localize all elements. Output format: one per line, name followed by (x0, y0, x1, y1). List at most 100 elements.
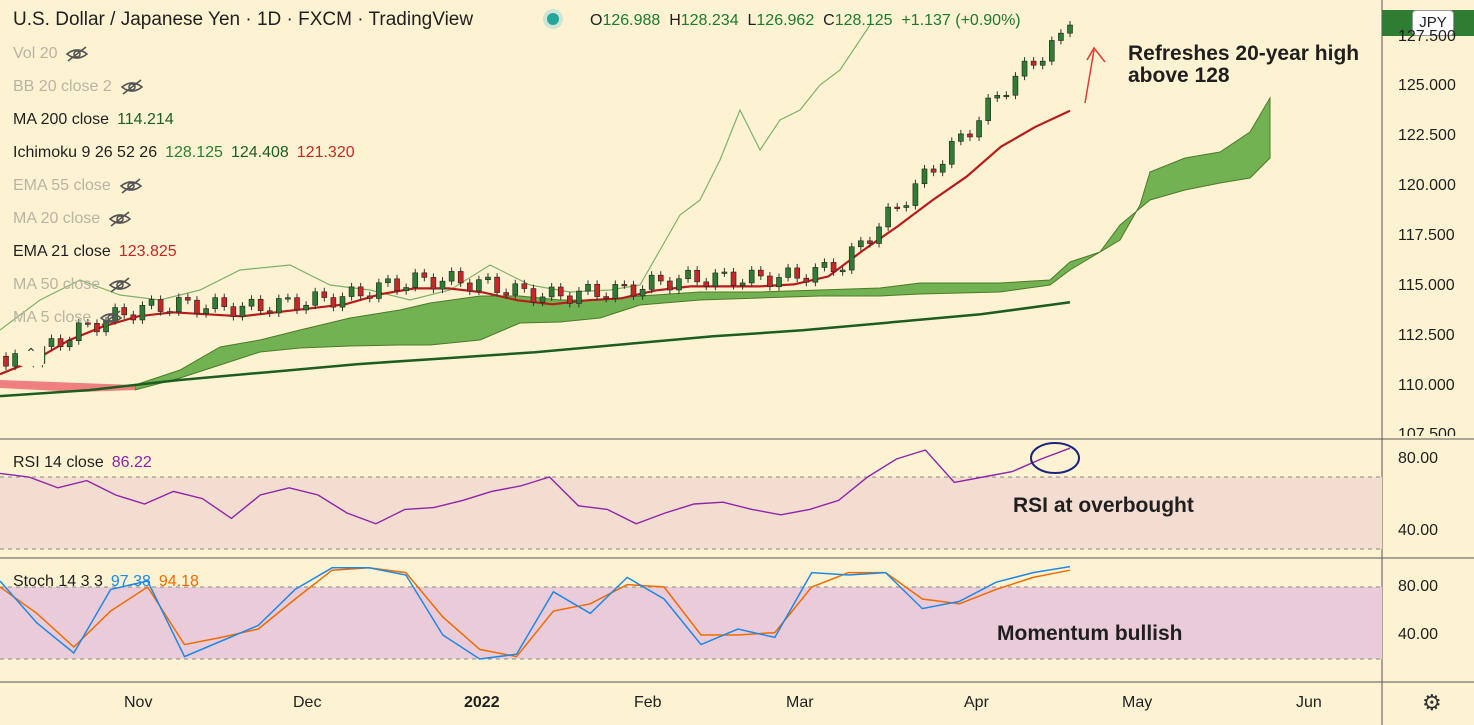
candle (521, 283, 528, 289)
candle (1030, 60, 1037, 66)
candle (812, 267, 819, 283)
candle (1067, 24, 1073, 34)
candle (303, 304, 309, 311)
candle (448, 271, 455, 282)
price-tick: 120.000 (1398, 177, 1456, 194)
candle (958, 133, 964, 142)
indicator-ma50[interactable]: MA 50 close (13, 276, 132, 294)
candle (357, 286, 364, 297)
indicator-ma200[interactable]: MA 200 close 114.214 (13, 111, 174, 128)
candle (876, 226, 882, 244)
candle (1012, 75, 1019, 96)
price-tick: 112.500 (1398, 327, 1455, 344)
indicator-ma20[interactable]: MA 20 close (13, 210, 132, 228)
candle (730, 271, 737, 286)
candle (567, 295, 573, 304)
low-value: 126.962 (756, 12, 815, 29)
candle (576, 290, 582, 304)
time-tick: Mar (786, 694, 814, 711)
candle (639, 289, 646, 297)
market-open-icon (547, 13, 559, 25)
candle (557, 286, 564, 297)
indicator-ma5[interactable]: MA 5 close (13, 309, 123, 327)
candle (185, 297, 191, 301)
indicator-bb[interactable]: BB 20 close 2 (13, 78, 144, 96)
price-tick: 125.000 (1398, 77, 1456, 94)
price-tick: 107.500 (1398, 426, 1456, 443)
annotation-20yr-high: Refreshes 20-year high above 128 (1128, 42, 1360, 87)
rsi-tick: 80.00 (1398, 450, 1439, 467)
ichimoku-value-3: 121.320 (296, 144, 355, 161)
candle (266, 310, 273, 314)
candle (648, 274, 655, 290)
candle (12, 353, 18, 367)
hidden-eye-icon[interactable] (120, 79, 144, 95)
change-value: +1.137 (+0.90%) (901, 12, 1021, 29)
candle (794, 267, 800, 279)
hidden-eye-icon[interactable] (65, 46, 89, 62)
candle (175, 297, 182, 313)
candle (776, 277, 782, 288)
hidden-eye-icon[interactable] (99, 310, 123, 326)
candle (912, 183, 919, 206)
rsi-highlight-circle (1030, 442, 1080, 474)
time-tick: 2022 (464, 694, 500, 711)
candle (321, 291, 328, 298)
candle (858, 240, 864, 248)
candle (121, 307, 128, 316)
candle (612, 284, 619, 299)
candle (430, 277, 437, 290)
candle (148, 299, 155, 306)
candle (376, 282, 382, 299)
hidden-eye-icon[interactable] (108, 211, 132, 227)
annotation-arrowhead (1086, 46, 1106, 63)
candle (903, 205, 910, 208)
currency-button[interactable]: JPY (1412, 10, 1454, 36)
candle (885, 206, 891, 228)
stoch-legend[interactable]: Stoch 14 3 3 97.38 94.18 (13, 573, 199, 590)
candle (621, 284, 628, 287)
settings-gear-icon[interactable]: ⚙ (1422, 690, 1442, 715)
candle (867, 240, 873, 244)
ichimoku-cloud (134, 96, 1271, 391)
indicator-ema21[interactable]: EMA 21 close 123.825 (13, 243, 177, 260)
candle (767, 275, 773, 288)
candle (221, 297, 228, 307)
candle (894, 206, 901, 209)
indicator-ichimoku[interactable]: Ichimoku 9 26 52 26 128.125 124.408 121.320 (13, 144, 355, 161)
rsi-annotation: RSI at overbought (1013, 494, 1194, 517)
rsi-legend[interactable]: RSI 14 close 86.22 (13, 454, 152, 471)
rsi-tick: 40.00 (1398, 522, 1439, 539)
stoch-k-line (0, 565, 1071, 660)
rsi-band (0, 477, 1382, 549)
candle (630, 284, 637, 297)
collapse-legend-icon[interactable]: ⌃ (18, 340, 44, 366)
price-tick: 127.500 (1398, 28, 1456, 45)
candle (157, 299, 164, 312)
indicator-vol[interactable]: Vol 20 (13, 45, 89, 63)
candle (1021, 60, 1028, 77)
candle (976, 120, 982, 138)
candle (930, 168, 937, 173)
time-tick: Nov (124, 694, 153, 711)
candle (3, 355, 9, 367)
candle (485, 276, 491, 281)
hidden-eye-icon[interactable] (119, 178, 143, 194)
time-tick: May (1122, 694, 1153, 711)
hidden-eye-icon[interactable] (108, 277, 132, 293)
price-tick: 110.000 (1398, 377, 1455, 394)
candle (821, 262, 828, 268)
indicator-ema55[interactable]: EMA 55 close (13, 177, 143, 195)
candle (939, 163, 946, 173)
candle (330, 297, 337, 308)
ichimoku-value-1: 128.125 (165, 144, 223, 161)
stoch-annotation: Momentum bullish (997, 622, 1183, 645)
high-value: 128.234 (680, 12, 739, 29)
time-tick: Jun (1296, 694, 1322, 711)
stoch-tick: 80.00 (1398, 578, 1439, 595)
rsi-line (0, 447, 1071, 525)
candle (739, 282, 746, 286)
candle (203, 308, 209, 314)
stoch-d-value: 94.18 (158, 573, 199, 590)
